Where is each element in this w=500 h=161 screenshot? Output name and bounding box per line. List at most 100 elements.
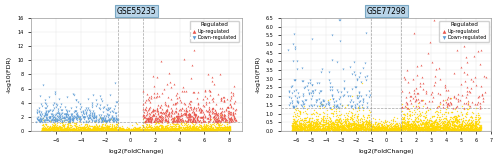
Point — [90, 128, 98, 130]
Point — [190, 129, 198, 132]
Point — [394, 123, 402, 126]
Point — [44, 128, 52, 131]
Point — [320, 127, 328, 129]
Point — [404, 123, 412, 125]
Point — [140, 127, 147, 130]
Point — [436, 128, 444, 130]
Point — [294, 127, 302, 130]
Point — [468, 120, 476, 122]
Point — [172, 94, 180, 96]
Point — [134, 128, 142, 130]
Point — [396, 128, 404, 130]
Point — [460, 128, 468, 130]
Point — [166, 128, 174, 131]
Point — [366, 127, 374, 129]
Point — [298, 127, 306, 130]
Point — [420, 116, 428, 119]
Point — [155, 129, 163, 132]
Point — [388, 128, 396, 130]
Point — [344, 124, 351, 126]
Point — [334, 123, 342, 125]
Point — [86, 129, 94, 131]
Point — [319, 129, 327, 131]
Point — [443, 127, 451, 129]
Point — [94, 127, 102, 130]
Point — [105, 124, 113, 127]
Point — [460, 107, 468, 110]
Point — [87, 128, 95, 131]
Point — [180, 126, 188, 129]
Point — [341, 122, 349, 125]
Point — [123, 129, 131, 132]
Point — [330, 121, 338, 124]
Point — [188, 108, 196, 111]
Point — [362, 61, 370, 64]
Point — [186, 113, 194, 115]
Point — [306, 126, 314, 128]
Point — [307, 125, 315, 128]
Point — [396, 127, 404, 130]
Point — [466, 116, 474, 119]
Point — [423, 125, 431, 127]
Point — [104, 125, 112, 128]
Point — [424, 125, 432, 128]
Point — [88, 129, 96, 132]
Point — [324, 126, 332, 129]
Point — [94, 128, 102, 130]
Point — [164, 128, 172, 131]
Point — [131, 127, 139, 129]
Point — [98, 126, 106, 128]
Point — [44, 111, 52, 113]
Point — [413, 74, 421, 76]
Point — [208, 128, 216, 131]
Point — [386, 129, 394, 132]
Point — [364, 114, 372, 117]
Point — [375, 126, 383, 129]
Point — [428, 121, 436, 124]
Point — [405, 129, 413, 132]
Point — [46, 128, 54, 130]
Point — [50, 107, 58, 109]
Point — [202, 129, 210, 132]
Point — [109, 120, 117, 123]
Point — [154, 92, 162, 94]
Point — [94, 129, 102, 132]
Point — [48, 126, 56, 128]
Point — [72, 127, 80, 130]
Point — [318, 119, 326, 121]
Point — [170, 118, 177, 121]
Point — [320, 128, 328, 131]
Point — [337, 129, 345, 131]
Point — [300, 119, 308, 121]
Point — [368, 128, 376, 131]
Point — [337, 126, 345, 128]
Point — [391, 127, 399, 130]
Point — [398, 123, 406, 126]
Point — [291, 94, 299, 97]
Point — [444, 89, 452, 91]
Point — [448, 122, 456, 124]
Point — [410, 129, 418, 131]
Point — [288, 126, 296, 129]
Point — [229, 111, 237, 113]
Point — [432, 127, 440, 129]
Point — [350, 127, 358, 130]
Point — [294, 125, 302, 127]
Point — [130, 128, 138, 131]
Point — [220, 129, 228, 132]
Point — [101, 129, 109, 132]
Point — [134, 129, 142, 132]
Point — [89, 129, 97, 132]
Point — [476, 101, 484, 104]
Point — [340, 119, 348, 121]
Point — [109, 129, 117, 131]
Point — [156, 124, 164, 126]
Point — [394, 128, 402, 131]
Point — [80, 126, 88, 128]
Point — [320, 127, 328, 130]
Point — [292, 100, 300, 102]
Point — [365, 128, 373, 130]
Point — [338, 125, 346, 128]
Point — [47, 126, 55, 129]
Point — [390, 128, 398, 130]
